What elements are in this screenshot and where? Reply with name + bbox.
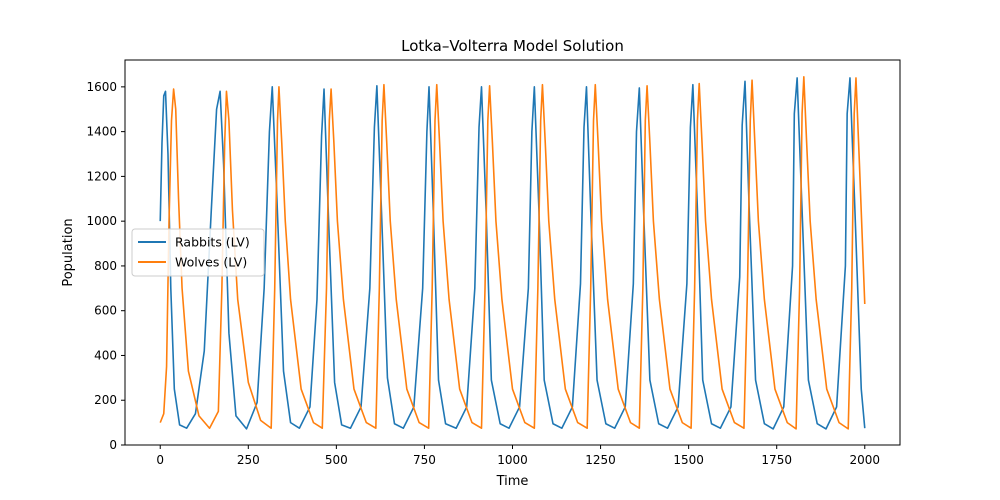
x-tick-label: 1000: [497, 453, 528, 467]
y-tick-label: 200: [94, 393, 117, 407]
y-tick-label: 1600: [86, 80, 117, 94]
x-tick-label: 1250: [585, 453, 616, 467]
x-axis-label: Time: [496, 474, 529, 489]
x-tick-label: 500: [325, 453, 348, 467]
y-tick-label: 0: [109, 438, 117, 452]
y-tick-label: 600: [94, 304, 117, 318]
x-tick-label: 1750: [761, 453, 792, 467]
x-tick-label: 750: [413, 453, 436, 467]
x-tick-label: 0: [156, 453, 164, 467]
x-tick-label: 2000: [849, 453, 880, 467]
y-axis-label: Population: [61, 218, 76, 286]
series-layer: [159, 75, 866, 430]
legend-box: [131, 228, 265, 277]
x-tick-label: 1500: [673, 453, 704, 467]
legend-label-rabbits: Rabbits (LV): [175, 235, 250, 250]
y-tick-label: 800: [94, 259, 117, 273]
chart-title: Lotka–Volterra Model Solution: [401, 37, 624, 55]
series-line-rabbits: [159, 77, 866, 430]
y-axis-ticks: 0 200 400 600 800 1000 1200 1400 1600: [86, 80, 125, 452]
legend-label-wolves: Wolves (LV): [175, 255, 247, 270]
y-tick-label: 400: [94, 348, 117, 362]
x-axis-ticks: 0 250 500 750 1000 1250 1500 1750 2000: [156, 445, 880, 467]
y-tick-label: 1000: [86, 214, 117, 228]
x-tick-label: 250: [237, 453, 260, 467]
legend: Rabbits (LV) Wolves (LV): [131, 228, 265, 277]
y-tick-label: 1400: [86, 125, 117, 139]
series-line-wolves: [159, 75, 866, 430]
y-tick-label: 1200: [86, 169, 117, 183]
